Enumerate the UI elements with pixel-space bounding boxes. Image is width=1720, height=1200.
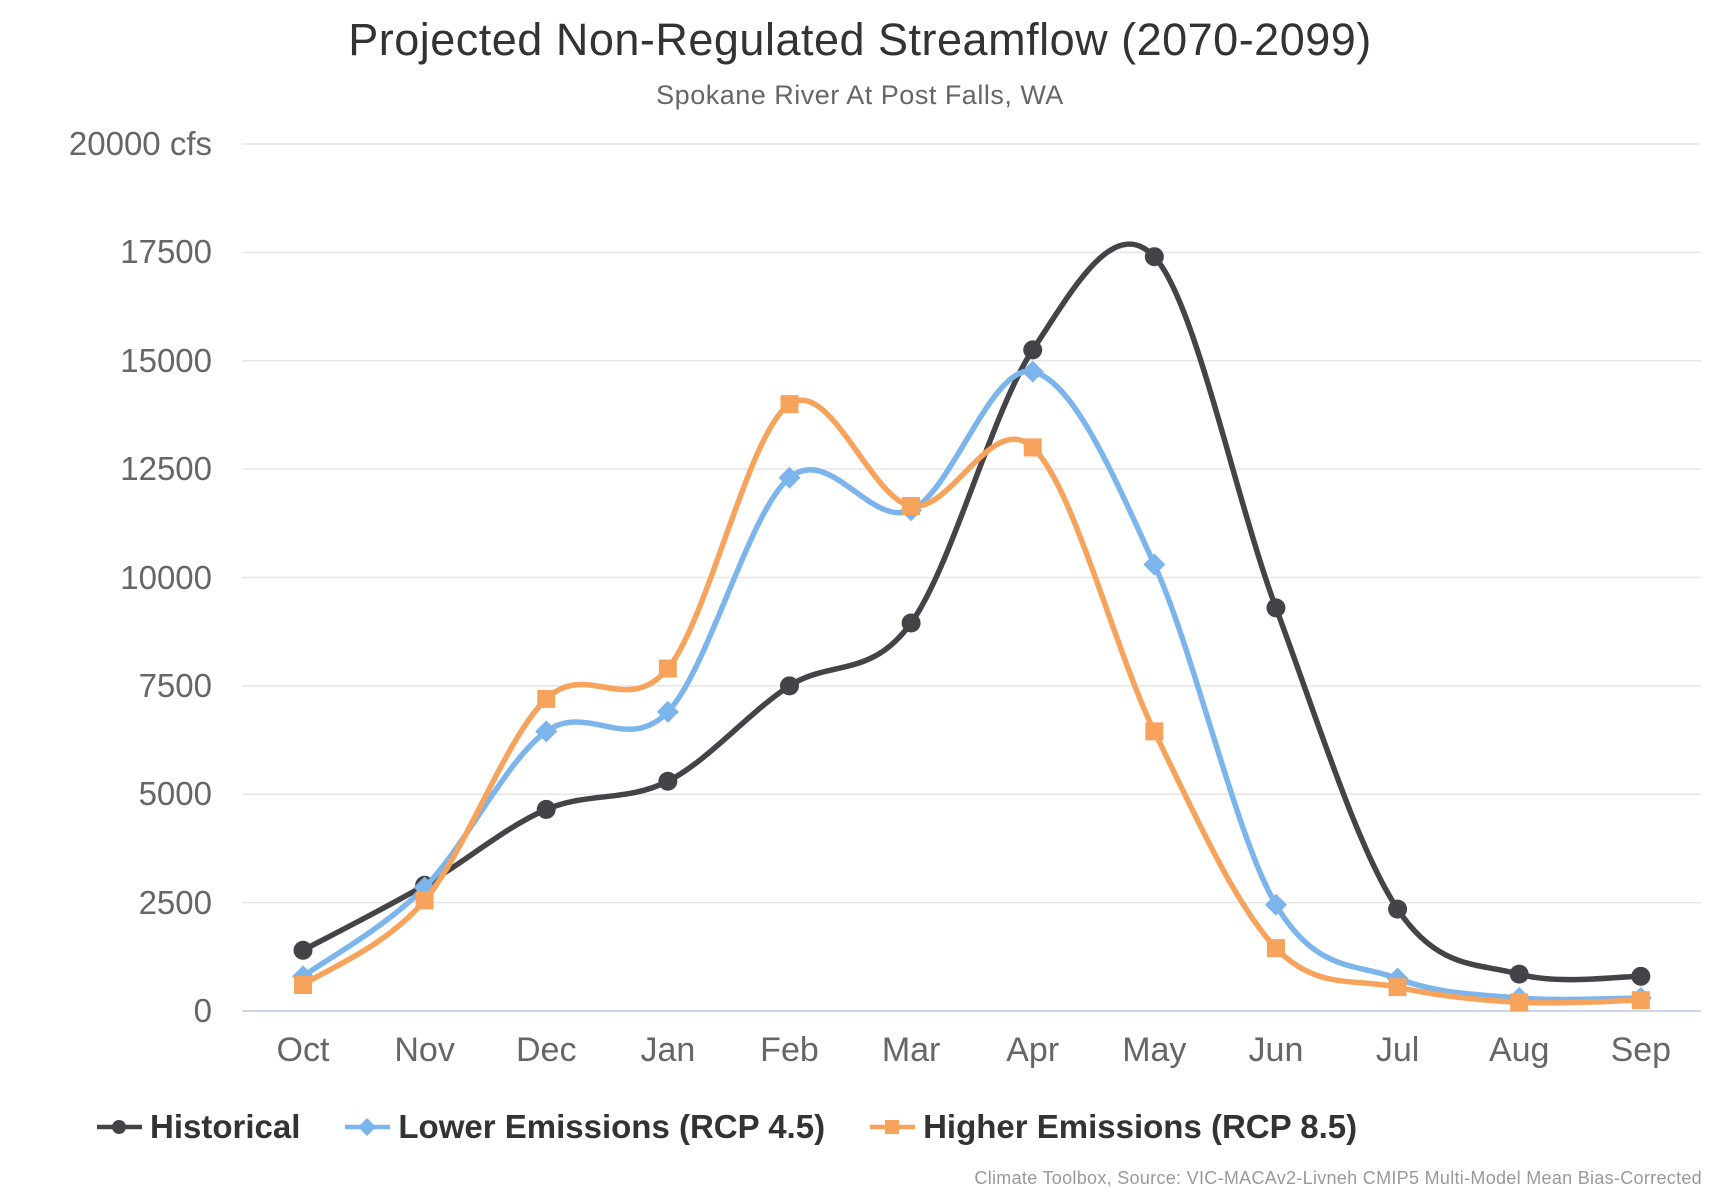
x-axis-label-nov: Nov (394, 1031, 455, 1069)
data-point-historical-apr[interactable] (1023, 340, 1043, 360)
x-axis-label-sep: Sep (1610, 1031, 1672, 1069)
legend-marker-lower-emissions-icon (345, 1118, 391, 1136)
x-axis-label-aug: Aug (1488, 1031, 1550, 1069)
legend-label-lower-emissions: Lower Emissions (RCP 4.5) (398, 1108, 826, 1145)
x-axis-label-jun: Jun (1248, 1031, 1304, 1069)
legend-marker-historical-icon (97, 1120, 142, 1134)
x-axis-label-dec: Dec (516, 1031, 577, 1069)
data-point-lower-emissions-rcp-4-5-jan[interactable] (656, 700, 679, 723)
data-point-higher-emissions-rcp-8-5-jul[interactable] (1388, 978, 1407, 997)
legend-item-higher-emissions[interactable]: Higher Emissions (RCP 8.5) (869, 1108, 1357, 1146)
x-axis-label-may: May (1122, 1031, 1187, 1069)
series-line-historical (300, 241, 1644, 983)
data-point-higher-emissions-rcp-8-5-may[interactable] (1145, 722, 1164, 741)
y-axis-label: 5000 (138, 775, 212, 813)
data-point-lower-emissions-rcp-4-5-feb[interactable] (778, 466, 801, 489)
data-point-historical-feb[interactable] (779, 676, 799, 696)
data-point-higher-emissions-rcp-8-5-dec[interactable] (537, 689, 556, 708)
y-axis-label: 10000 (120, 558, 212, 596)
data-point-higher-emissions-rcp-8-5-feb[interactable] (780, 395, 799, 414)
data-point-lower-emissions-rcp-4-5-jun[interactable] (1264, 893, 1287, 916)
data-point-historical-dec[interactable] (536, 799, 556, 819)
x-axis-label-mar: Mar (881, 1031, 941, 1069)
data-point-lower-emissions-rcp-4-5-apr[interactable] (1021, 360, 1044, 383)
data-point-historical-may[interactable] (1144, 247, 1164, 267)
legend-label-higher-emissions: Higher Emissions (RCP 8.5) (923, 1108, 1358, 1145)
x-axis-label-jan: Jan (640, 1031, 696, 1069)
legend-label-historical: Historical (150, 1108, 301, 1145)
data-point-historical-jan[interactable] (658, 771, 678, 791)
data-point-higher-emissions-rcp-8-5-aug[interactable] (1510, 993, 1529, 1012)
chart-subtitle: Spokane River At Post Falls, WA (656, 80, 1064, 110)
credits-text: Climate Toolbox, Source: VIC-MACAv2-Livn… (974, 1168, 1702, 1188)
data-point-higher-emissions-rcp-8-5-sep[interactable] (1631, 991, 1650, 1010)
y-axis-label: 7500 (138, 666, 212, 704)
y-axis-label: 0 (193, 992, 212, 1029)
data-point-higher-emissions-rcp-8-5-nov[interactable] (415, 891, 434, 910)
data-point-historical-mar[interactable] (901, 613, 921, 633)
data-point-historical-aug[interactable] (1509, 964, 1529, 984)
chart-title: Projected Non-Regulated Streamflow (2070… (348, 14, 1372, 65)
data-point-higher-emissions-rcp-8-5-apr[interactable] (1023, 438, 1042, 457)
legend-item-historical[interactable]: Historical (96, 1108, 300, 1146)
x-axis-label-jul: Jul (1375, 1031, 1420, 1069)
y-axis-label: 17500 (120, 233, 212, 271)
data-point-higher-emissions-rcp-8-5-mar[interactable] (902, 496, 921, 515)
y-axis-label: 12500 (120, 450, 212, 488)
data-point-higher-emissions-rcp-8-5-jan[interactable] (658, 659, 677, 678)
legend: Historical Lower Emissions (RCP 4.5) Hig… (96, 1108, 1357, 1146)
data-point-historical-oct[interactable] (293, 940, 313, 960)
y-axis-label: 15000 (120, 341, 212, 379)
data-point-higher-emissions-rcp-8-5-oct[interactable] (294, 975, 312, 994)
data-point-historical-jun[interactable] (1266, 598, 1286, 618)
x-axis-label-feb: Feb (760, 1031, 819, 1069)
data-point-lower-emissions-rcp-4-5-dec[interactable] (535, 720, 558, 743)
series-line-higher-emissions-rcp-8-5 (300, 397, 1644, 1006)
legend-marker-higher-emissions-icon (870, 1120, 916, 1134)
y-axis-label: 2500 (138, 883, 212, 921)
data-point-lower-emissions-rcp-4-5-may[interactable] (1143, 553, 1166, 576)
x-axis-label-apr: Apr (1006, 1031, 1060, 1069)
data-point-higher-emissions-rcp-8-5-jun[interactable] (1266, 939, 1285, 958)
y-axis-label: 20000 cfs (68, 125, 212, 162)
x-axis-label-oct: Oct (276, 1031, 330, 1069)
data-point-historical-sep[interactable] (1631, 966, 1651, 986)
data-point-historical-jul[interactable] (1388, 899, 1408, 919)
legend-item-lower-emissions[interactable]: Lower Emissions (RCP 4.5) (344, 1108, 825, 1146)
